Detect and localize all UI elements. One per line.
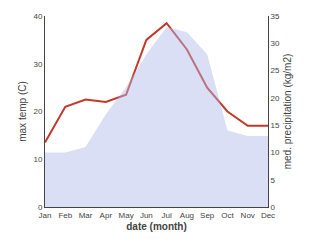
svg-text:0: 0 [271, 203, 276, 212]
svg-text:Jan: Jan [39, 211, 52, 220]
svg-text:35: 35 [271, 12, 280, 21]
svg-text:10: 10 [33, 155, 42, 164]
svg-text:Aug: Aug [180, 211, 194, 220]
svg-text:30: 30 [33, 60, 42, 69]
svg-text:25: 25 [271, 66, 280, 75]
svg-text:0: 0 [38, 203, 43, 212]
svg-text:max temp (C): max temp (C) [17, 81, 28, 142]
svg-text:med. precipitation (kg/m2): med. precipitation (kg/m2) [282, 54, 293, 170]
svg-text:10: 10 [271, 148, 280, 157]
svg-text:Mar: Mar [79, 211, 93, 220]
svg-text:40: 40 [33, 12, 42, 21]
svg-text:Nov: Nov [241, 211, 255, 220]
svg-text:Sep: Sep [200, 211, 215, 220]
svg-text:date (month): date (month) [126, 221, 187, 232]
svg-text:Oct: Oct [221, 211, 234, 220]
svg-text:Jun: Jun [140, 211, 153, 220]
svg-text:Jul: Jul [162, 211, 172, 220]
svg-text:20: 20 [271, 94, 280, 103]
svg-text:15: 15 [271, 121, 280, 130]
svg-text:30: 30 [271, 39, 280, 48]
svg-text:May: May [119, 211, 134, 220]
svg-text:Feb: Feb [58, 211, 72, 220]
svg-text:Apr: Apr [100, 211, 113, 220]
svg-text:5: 5 [271, 176, 276, 185]
svg-text:20: 20 [33, 107, 42, 116]
svg-text:Dec: Dec [261, 211, 275, 220]
